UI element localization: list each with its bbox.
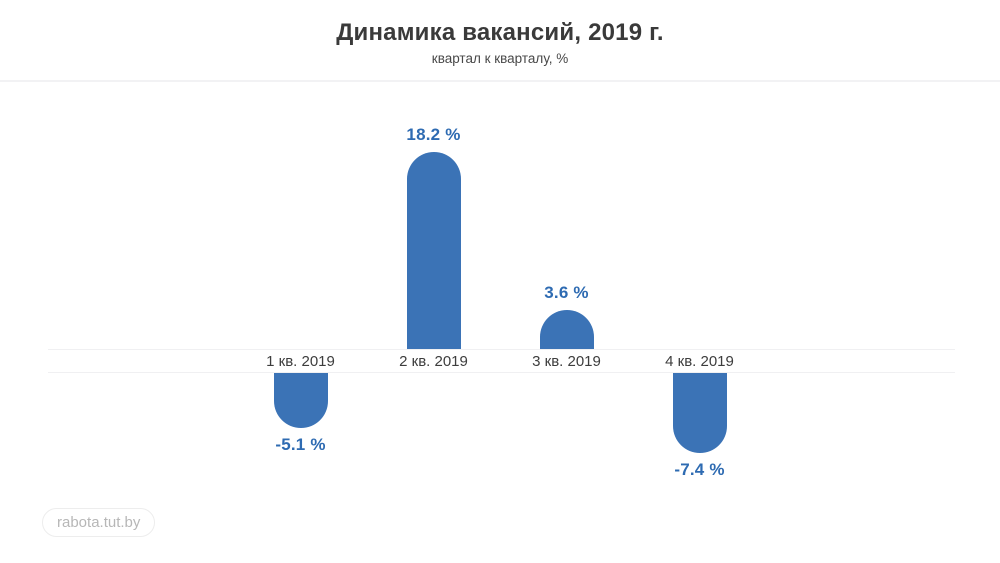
value-label: 3.6 %	[544, 283, 589, 303]
category-label: 3 кв. 2019	[532, 353, 601, 370]
header-divider	[0, 80, 1000, 82]
category-label: 4 кв. 2019	[665, 353, 734, 370]
zero-axis-bottom-line	[48, 372, 955, 373]
bar	[273, 373, 328, 429]
category-label: 1 кв. 2019	[266, 353, 335, 370]
watermark-badge: rabota.tut.by	[42, 508, 156, 537]
bar	[406, 152, 461, 349]
page-title: Динамика вакансий, 2019 г.	[336, 19, 664, 46]
header: Динамика вакансий, 2019 г. квартал к ква…	[0, 18, 1000, 67]
bar	[672, 373, 727, 453]
value-label: -7.4 %	[674, 459, 725, 479]
zero-axis-top-line	[48, 349, 955, 350]
bar	[539, 310, 594, 349]
page-subtitle: квартал к кварталу, %	[431, 51, 569, 66]
value-label: 18.2 %	[406, 125, 461, 145]
category-label: 2 кв. 2019	[399, 353, 468, 370]
value-label: -5.1 %	[275, 435, 326, 455]
